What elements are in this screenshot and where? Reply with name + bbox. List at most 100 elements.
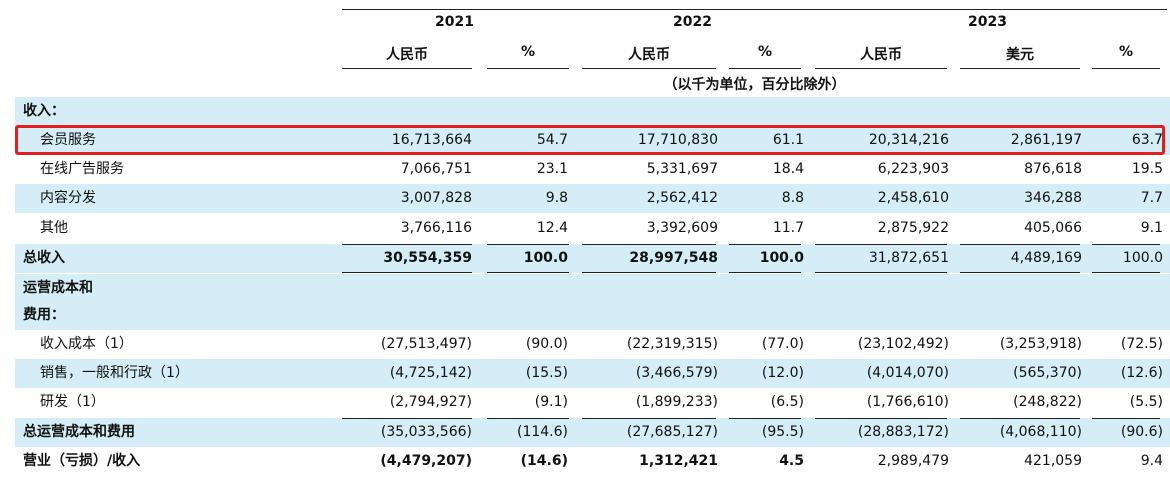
table-row: 其他 3,766,116 12.4 3,392,609 11.7 2,875,922 405… <box>15 214 1170 243</box>
table-cell: (1,899,233) <box>635 394 718 410</box>
cost-subtotal-rule <box>1092 418 1160 419</box>
col-header-usd-2023: 美元 <box>1006 47 1034 63</box>
highlight-box <box>15 125 1165 155</box>
table-cell: 11.7 <box>772 220 804 236</box>
table-cell: (3,466,579) <box>635 365 718 381</box>
table-cell: 100.0 <box>759 250 804 266</box>
row-label: 研发（1） <box>40 394 105 410</box>
table-cell: (95.5) <box>761 424 804 440</box>
table-cell: 20,314,216 <box>868 132 949 148</box>
col-header-rmb-2023: 人民币 <box>860 47 902 63</box>
cost-subtotal-rule <box>960 418 1080 419</box>
row-label: 在线广告服务 <box>40 161 124 177</box>
subtotal-rule <box>815 244 947 245</box>
row-label: 内容分发 <box>40 190 96 206</box>
row-label: 总运营成本和费用 <box>23 424 135 440</box>
table-cell: 16,713,664 <box>391 132 472 148</box>
table-cell: 7,066,751 <box>400 161 472 177</box>
col-underline <box>582 68 716 69</box>
subtotal-rule <box>487 244 569 245</box>
table-cell: 9.1 <box>1140 220 1163 236</box>
col-header-rmb-2022: 人民币 <box>628 47 670 63</box>
table-cell: (565,370) <box>1013 365 1082 381</box>
col-underline <box>960 68 1080 69</box>
year-header-2022: 2022 <box>673 14 712 30</box>
table-cell: (22,319,315) <box>626 336 718 352</box>
table-cell: 3,392,609 <box>646 220 718 236</box>
row-label: 运营成本和 <box>23 280 93 296</box>
table-cell: 61.1 <box>772 132 804 148</box>
table-cell <box>664 97 804 126</box>
table-cell: 421,059 <box>1024 453 1082 469</box>
table-cell: 18.4 <box>772 161 804 177</box>
subtotal-rule <box>342 244 472 245</box>
table-cell: 19.5 <box>1131 161 1163 177</box>
table-cell <box>1023 301 1163 330</box>
table-cell <box>428 97 568 126</box>
table-cell: 31,872,651 <box>868 250 949 266</box>
subtotal-rule <box>1092 244 1160 245</box>
unit-note: （以千为单位，百分比除外） <box>663 77 846 93</box>
cost-subtotal-rule <box>729 418 801 419</box>
table-cell: (35,033,566) <box>380 424 472 440</box>
table-row: 运营成本和 <box>15 274 1170 301</box>
table-cell <box>809 301 949 330</box>
table-cell: (5.5) <box>1129 394 1163 410</box>
table-cell: (6.5) <box>770 394 804 410</box>
table-cell <box>664 301 804 330</box>
col-underline <box>1092 68 1160 69</box>
table-cell: (72.5) <box>1120 336 1163 352</box>
col-header-pct-2022: % <box>757 44 773 60</box>
table-cell: 1,312,421 <box>639 453 718 469</box>
table-cell: 28,997,548 <box>629 250 718 266</box>
table-cell: 2,875,922 <box>877 220 949 236</box>
table-cell: (4,014,070) <box>866 365 949 381</box>
table-cell <box>1023 97 1163 126</box>
col-header-pct-2021: % <box>520 44 536 60</box>
table-cell: (27,513,497) <box>380 336 472 352</box>
table-row: 内容分发 3,007,828 9.8 2,562,412 8.8 2,458,610 346… <box>15 184 1170 213</box>
table-cell: 4,489,169 <box>1010 250 1082 266</box>
table-cell: (248,822) <box>1013 394 1082 410</box>
table-cell: (77.0) <box>761 336 804 352</box>
table-cell: (28,883,172) <box>857 424 949 440</box>
table-row: 费用： <box>15 301 1170 330</box>
table-cell: 30,554,359 <box>383 250 472 266</box>
table-cell: 100.0 <box>523 250 568 266</box>
table-cell: (4,068,110) <box>999 424 1082 440</box>
table-cell: (114.6) <box>516 424 568 440</box>
table-cell: 9.4 <box>1140 453 1163 469</box>
table-cell: (23,102,492) <box>857 336 949 352</box>
table-cell: 876,618 <box>1024 161 1082 177</box>
table-cell <box>664 274 804 303</box>
table-cell: (90.0) <box>525 336 568 352</box>
total-rule <box>729 272 801 273</box>
table-row: 研发（1） (2,794,927) (9.1) (1,899,233) (6.5) (1,… <box>15 388 1170 417</box>
table-cell: 8.8 <box>781 190 804 206</box>
cost-subtotal-rule <box>582 418 716 419</box>
table-cell: 9.8 <box>545 190 568 206</box>
year-header-2023: 2023 <box>968 14 1007 30</box>
col-header-pct-2023: % <box>1118 44 1134 60</box>
table-cell: 3,007,828 <box>400 190 472 206</box>
table-cell: (2,794,927) <box>389 394 472 410</box>
table-cell: 346,288 <box>1024 190 1082 206</box>
table-cell <box>1023 274 1163 303</box>
table-cell <box>809 97 949 126</box>
subtotal-rule <box>582 244 716 245</box>
table-row: 营业（亏损）/收入 (4,479,207) (14.6) 1,312,421 4.5 2,… <box>15 447 1170 476</box>
table-cell: 405,066 <box>1024 220 1082 236</box>
table-row: 总运营成本和费用 (35,033,566) (114.6) (27,685,127) (… <box>15 418 1170 447</box>
table-cell: 2,861,197 <box>1010 132 1082 148</box>
table-cell: 54.7 <box>536 132 568 148</box>
table-cell: (15.5) <box>525 365 568 381</box>
subtotal-rule <box>729 244 801 245</box>
table-cell: 17,710,830 <box>637 132 718 148</box>
total-rule <box>582 272 716 273</box>
table-cell: (90.6) <box>1120 424 1163 440</box>
row-label: 收入成本（1） <box>40 336 133 352</box>
table-cell: (9.1) <box>534 394 568 410</box>
year-header-2021: 2021 <box>435 14 474 30</box>
table-row: 收入成本（1） (27,513,497) (90.0) (22,319,315) (77… <box>15 330 1170 359</box>
row-label: 收入： <box>23 103 65 119</box>
